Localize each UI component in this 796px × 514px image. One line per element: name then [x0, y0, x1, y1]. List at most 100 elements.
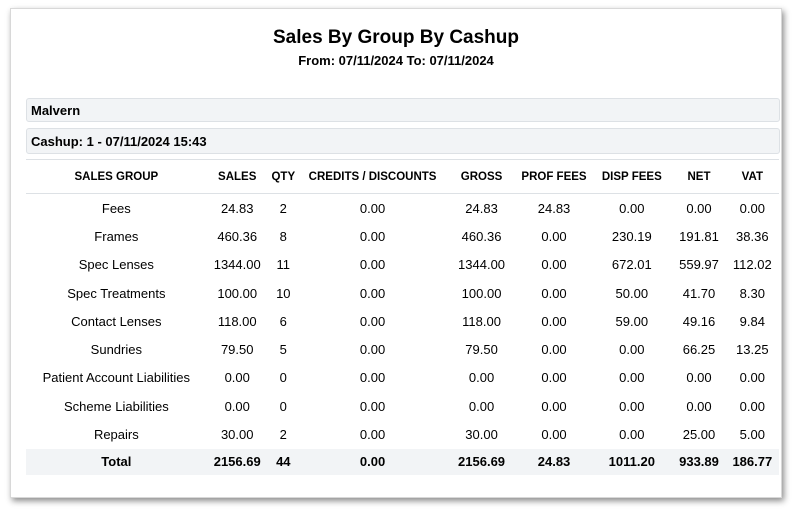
cell-vat: 8.30 — [739, 285, 765, 301]
cell-gross: 1344.00 — [458, 257, 506, 273]
cell-disp-fees: 0.00 — [619, 398, 645, 414]
total-gross: 2156.69 — [446, 448, 517, 475]
cell-prof-fees: 0.00 — [541, 228, 567, 244]
cell-qty: 0 — [279, 370, 287, 386]
sales-table: SALES GROUP SALES QTY CREDITS / DISCOUNT… — [26, 159, 779, 475]
col-net: NET — [672, 159, 726, 194]
cell-net: 0.00 — [686, 200, 712, 216]
cell-vat: 0.00 — [739, 398, 765, 414]
table-row: Fees 24.83 2 0.00 24.83 24.83 0.00 0.00 … — [26, 194, 779, 223]
cell-credits: 0.00 — [359, 342, 386, 358]
report-date-range: From: 07/11/2024 To: 07/11/2024 — [298, 53, 494, 68]
cell-prof-fees: 0.00 — [541, 370, 567, 386]
cell-net: 25.00 — [682, 427, 716, 443]
cell-prof-fees: 0.00 — [541, 257, 567, 273]
cell-credits: 0.00 — [359, 427, 386, 443]
cell-vat: 5.00 — [739, 427, 765, 443]
cell-prof-fees: 0.00 — [541, 398, 567, 414]
cell-sales: 1344.00 — [213, 257, 261, 273]
cell-group: Sundries — [90, 342, 142, 358]
table-row: Sundries 79.50 5 0.00 79.50 0.00 0.00 66… — [26, 335, 779, 363]
cell-group: Frames — [94, 228, 139, 244]
cell-group: Spec Lenses — [78, 257, 154, 273]
col-vat: VAT — [725, 159, 779, 194]
cell-net: 41.70 — [682, 285, 716, 301]
cell-vat: 112.02 — [732, 257, 772, 273]
cell-gross: 0.00 — [468, 398, 495, 414]
table-row: Scheme Liabilities 0.00 0 0.00 0.00 0.00… — [26, 392, 779, 420]
cell-vat: 9.84 — [739, 313, 765, 329]
total-prof-fees: 24.83 — [516, 448, 592, 475]
cell-disp-fees: 672.01 — [611, 257, 652, 273]
cashup-header: Cashup: 1 - 07/11/2024 15:43 — [26, 128, 780, 154]
col-prof-fees: PROF FEES — [516, 159, 592, 194]
cell-group: Fees — [101, 200, 131, 216]
cell-disp-fees: 0.00 — [619, 370, 645, 386]
cell-sales: 0.00 — [224, 370, 250, 386]
cell-sales: 0.00 — [224, 398, 250, 414]
cell-qty: 10 — [276, 285, 291, 301]
cell-prof-fees: 0.00 — [541, 342, 567, 358]
cell-sales: 460.36 — [217, 228, 258, 244]
cell-gross: 460.36 — [461, 228, 502, 244]
cell-gross: 30.00 — [465, 427, 498, 443]
cell-disp-fees: 50.00 — [615, 285, 649, 301]
table-row: Patient Account Liabilities 0.00 0 0.00 … — [26, 364, 779, 392]
cell-group: Contact Lenses — [71, 313, 162, 329]
total-disp-fees: 1011.20 — [591, 448, 673, 475]
cell-group: Spec Treatments — [67, 285, 166, 301]
col-sales-group: SALES GROUP — [26, 159, 207, 194]
cell-disp-fees: 0.00 — [619, 342, 645, 358]
cell-credits: 0.00 — [359, 285, 386, 301]
cell-credits: 0.00 — [359, 370, 386, 386]
cell-disp-fees: 0.00 — [619, 427, 645, 443]
cell-qty: 0 — [279, 398, 287, 414]
cell-credits: 0.00 — [359, 257, 386, 273]
cell-credits: 0.00 — [359, 398, 386, 414]
cashup-label: Cashup: 1 - 07/11/2024 15:43 — [31, 134, 207, 149]
total-sales: 2156.69 — [206, 448, 268, 475]
cell-qty: 11 — [276, 257, 291, 273]
cell-gross: 100.00 — [461, 285, 502, 301]
cell-credits: 0.00 — [359, 228, 386, 244]
cell-net: 0.00 — [686, 398, 712, 414]
cell-vat: 13.25 — [736, 342, 769, 358]
col-credits-discounts: CREDITS / DISCOUNTS — [298, 159, 447, 194]
table-row: Spec Lenses 1344.00 11 0.00 1344.00 0.00… — [26, 251, 779, 279]
branch-header: Malvern — [26, 98, 780, 122]
cell-sales: 24.83 — [220, 200, 254, 216]
total-qty: 44 — [267, 448, 299, 475]
cell-prof-fees: 24.83 — [537, 200, 571, 216]
col-qty: QTY — [267, 159, 299, 194]
cell-net: 0.00 — [686, 370, 712, 386]
table-row: Contact Lenses 118.00 6 0.00 118.00 0.00… — [26, 307, 779, 335]
cell-net: 559.97 — [679, 257, 719, 273]
cell-sales: 79.50 — [220, 342, 254, 358]
cell-vat: 0.00 — [739, 200, 765, 216]
col-gross: GROSS — [446, 159, 517, 194]
cell-credits: 0.00 — [359, 200, 386, 216]
cell-credits: 0.00 — [359, 313, 386, 329]
cell-prof-fees: 0.00 — [541, 313, 567, 329]
branch-name: Malvern — [31, 103, 81, 118]
report-title: Sales By Group By Cashup — [272, 27, 519, 48]
cell-gross: 79.50 — [465, 342, 498, 358]
cell-sales: 30.00 — [220, 427, 254, 443]
cell-prof-fees: 0.00 — [541, 427, 567, 443]
cell-disp-fees: 59.00 — [615, 313, 649, 329]
report-page: Sales By Group By Cashup From: 07/11/202… — [10, 8, 782, 498]
cell-net: 191.81 — [679, 228, 719, 244]
cell-prof-fees: 0.00 — [541, 285, 567, 301]
cell-qty: 8 — [279, 228, 287, 244]
cell-qty: 5 — [279, 342, 287, 358]
cell-disp-fees: 230.19 — [611, 228, 652, 244]
cell-qty: 6 — [279, 313, 287, 329]
cell-qty: 2 — [279, 427, 287, 443]
cell-group: Patient Account Liabilities — [42, 370, 191, 386]
cell-group: Repairs — [93, 427, 139, 443]
col-sales: SALES — [206, 159, 268, 194]
table-row: Repairs 30.00 2 0.00 30.00 0.00 0.00 25.… — [26, 420, 779, 448]
total-row: Total 2156.69 44 0.00 2156.69 24.83 1011… — [26, 448, 779, 475]
cell-gross: 118.00 — [462, 313, 501, 329]
cell-gross: 24.83 — [465, 200, 498, 216]
